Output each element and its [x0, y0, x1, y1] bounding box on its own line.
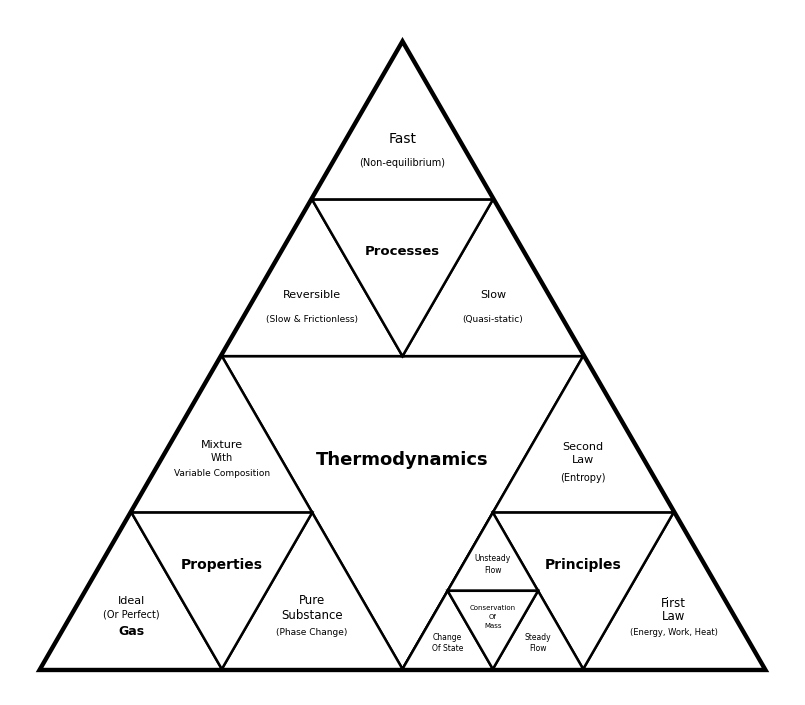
Text: (Phase Change): (Phase Change) [276, 628, 348, 637]
Text: Mass: Mass [484, 623, 502, 629]
Text: Properties: Properties [181, 558, 262, 572]
Text: (Or Perfect): (Or Perfect) [103, 610, 160, 620]
Polygon shape [41, 513, 222, 669]
Polygon shape [222, 43, 583, 356]
Text: Substance: Substance [282, 609, 343, 622]
Text: Variable Composition: Variable Composition [174, 469, 270, 478]
Polygon shape [131, 356, 312, 513]
Polygon shape [402, 200, 583, 356]
Text: Flow: Flow [484, 566, 502, 575]
Text: Gas: Gas [118, 625, 145, 638]
Text: Second: Second [563, 443, 604, 453]
Polygon shape [402, 356, 764, 669]
Polygon shape [402, 513, 583, 669]
Polygon shape [222, 513, 402, 669]
Polygon shape [222, 200, 402, 356]
Text: Change: Change [433, 632, 462, 642]
Text: Of State: Of State [432, 644, 464, 654]
Text: Flow: Flow [529, 644, 547, 654]
Polygon shape [448, 591, 538, 669]
Text: Slow: Slow [480, 290, 506, 300]
Text: Reversible: Reversible [283, 290, 341, 300]
Text: Pure: Pure [299, 594, 325, 608]
Polygon shape [493, 591, 583, 669]
Polygon shape [493, 513, 674, 669]
Text: (Energy, Work, Heat): (Energy, Work, Heat) [630, 628, 717, 637]
Text: Conservation: Conservation [470, 605, 516, 611]
Polygon shape [583, 513, 764, 669]
Text: Fast: Fast [389, 132, 416, 146]
Polygon shape [312, 43, 493, 200]
Text: Law: Law [662, 611, 685, 623]
Text: (Slow & Frictionless): (Slow & Frictionless) [266, 315, 358, 324]
Text: Processes: Processes [365, 245, 440, 258]
Polygon shape [402, 591, 493, 669]
Polygon shape [222, 356, 583, 669]
Text: Of: Of [489, 614, 497, 620]
Polygon shape [448, 513, 538, 591]
Text: (Non-equilibrium): (Non-equilibrium) [360, 159, 445, 168]
Polygon shape [41, 356, 402, 669]
Polygon shape [312, 200, 493, 356]
Text: With: With [211, 453, 233, 463]
Text: Unsteady: Unsteady [475, 554, 511, 563]
Text: (Entropy): (Entropy) [560, 474, 606, 484]
Text: Thermodynamics: Thermodynamics [316, 451, 489, 470]
Text: Law: Law [572, 455, 594, 465]
Text: Steady: Steady [525, 632, 551, 642]
Text: (Quasi-static): (Quasi-static) [462, 315, 523, 324]
Text: First: First [661, 597, 686, 611]
Text: Principles: Principles [545, 558, 621, 572]
Polygon shape [131, 513, 312, 669]
Polygon shape [41, 43, 764, 669]
Text: Ideal: Ideal [118, 596, 145, 606]
Text: Mixture: Mixture [200, 439, 243, 450]
Polygon shape [493, 356, 674, 513]
